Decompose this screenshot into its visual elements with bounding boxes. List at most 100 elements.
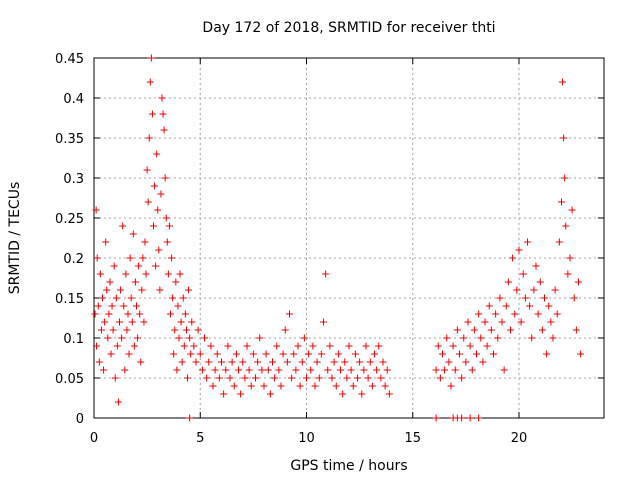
data-point [320,318,327,326]
data-point [383,366,391,374]
data-point [481,318,489,326]
data-point [568,206,576,214]
data-point [509,254,517,262]
data-point [184,374,191,382]
data-point [449,342,457,350]
data-point [283,358,291,366]
data-point [160,126,168,134]
data-point [479,358,487,366]
data-point [167,310,174,318]
data-point [207,342,215,350]
data-point [110,262,118,270]
data-point [97,326,105,334]
data-point [558,198,565,206]
data-point [258,366,266,374]
data-point [470,326,478,334]
data-point [277,382,285,390]
data-point [549,334,557,342]
data-point [538,326,546,334]
data-point [570,294,578,302]
data-point [502,302,510,310]
x-tick-label: 15 [404,431,421,446]
data-point [577,350,585,358]
data-point [468,366,476,374]
data-point [151,182,159,190]
data-point [566,254,574,262]
data-point [181,310,189,318]
data-point [464,318,472,326]
data-point [141,238,149,246]
data-point [134,334,142,342]
y-tick-label: 0.25 [55,212,84,227]
y-tick-label: 0.45 [55,52,84,67]
data-point [112,294,120,302]
data-point [551,286,559,294]
data-point [124,310,132,318]
data-point [311,382,319,390]
data-point [130,342,138,350]
data-point [211,366,219,374]
data-point [453,326,461,334]
data-point [100,366,108,374]
data-point [185,286,193,294]
data-point [179,294,187,302]
data-point [182,326,190,334]
data-point [93,254,101,262]
data-point [356,358,364,366]
data-point [317,350,325,358]
data-point [451,366,459,374]
data-point [462,358,470,366]
data-point [273,342,281,350]
data-point [105,310,113,318]
data-point [218,358,225,366]
data-point [351,350,359,358]
data-point [519,270,527,278]
data-point [439,350,446,358]
data-point [545,302,553,310]
data-point [249,350,257,358]
data-point [140,318,148,326]
data-point [111,374,119,382]
data-point [354,374,361,382]
y-tick-label: 0.3 [63,172,84,187]
data-point [190,342,198,350]
data-point [136,310,144,318]
data-point [156,286,164,294]
data-point [164,270,172,278]
data-point [564,270,572,278]
data-point [144,198,152,206]
data-point [125,350,133,358]
data-point [373,366,381,374]
data-point [157,190,165,198]
data-point [173,366,181,374]
data-point [170,350,178,358]
data-point [290,350,298,358]
data-point [107,350,115,358]
data-point [152,262,160,270]
data-point [475,310,483,318]
data-point [385,390,393,398]
data-point [245,366,253,374]
data-point [296,382,304,390]
data-point [155,246,163,254]
data-point [135,262,143,270]
data-point [262,350,270,358]
data-point [432,414,440,422]
data-point [103,286,111,294]
data-point [194,326,202,334]
data-point [436,374,444,382]
data-points [91,54,585,422]
data-point [305,350,313,358]
data-point [147,54,155,62]
data-point [536,278,544,286]
data-point [94,302,102,310]
data-point [515,246,523,254]
data-point [116,318,123,326]
data-point [560,134,568,142]
y-tick-label: 0.1 [63,332,84,347]
data-point [126,254,134,262]
data-point [142,270,150,278]
data-point [466,342,474,350]
data-point [205,358,213,366]
data-point [475,414,483,422]
